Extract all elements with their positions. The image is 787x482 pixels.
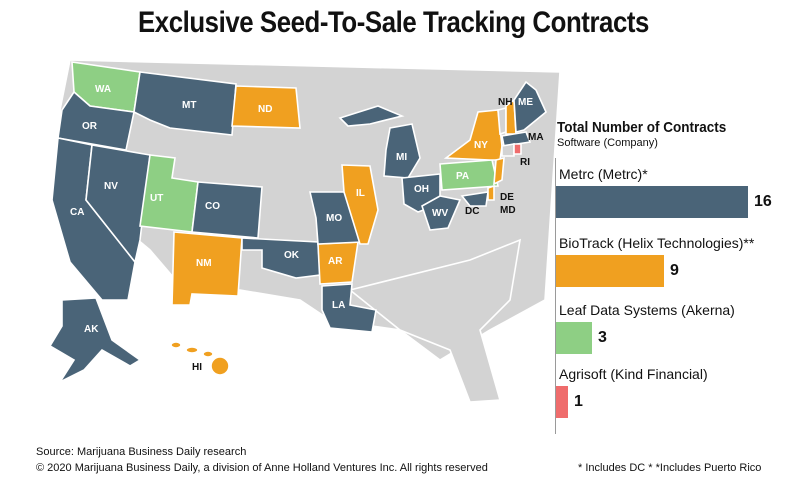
label-ma: MA <box>528 132 544 143</box>
category-label-2: Leaf Data Systems (Akerna) <box>559 302 735 318</box>
state-mt <box>133 71 237 136</box>
state-pa <box>439 159 499 191</box>
value-label-3: 1 <box>574 393 583 410</box>
label-me: ME <box>518 97 533 108</box>
state-nj <box>493 156 505 186</box>
label-wa: WA <box>95 84 111 95</box>
label-or: OR <box>82 121 98 132</box>
label-nm: NM <box>196 258 212 269</box>
label-mi: MI <box>396 152 407 163</box>
value-label-1: 9 <box>670 262 679 279</box>
state-hi-2 <box>185 346 199 354</box>
label-wv: WV <box>432 208 448 219</box>
label-ri: RI <box>520 157 530 168</box>
state-hi-3 <box>202 350 214 358</box>
state-md <box>460 191 489 207</box>
footnote: * Includes DC * *Includes Puerto Rico <box>578 462 762 474</box>
label-ca: CA <box>70 207 84 218</box>
label-de: DE <box>500 192 514 203</box>
label-ut: UT <box>150 193 163 204</box>
state-de <box>487 184 495 201</box>
label-hi: HI <box>192 362 202 373</box>
label-ny: NY <box>474 140 488 151</box>
label-ok: OK <box>284 250 300 261</box>
legend-subtitle: Software (Company) <box>557 137 658 149</box>
state-nv <box>85 144 151 264</box>
label-la: LA <box>332 300 345 311</box>
label-ak: AK <box>84 324 99 335</box>
bar-3 <box>556 386 568 418</box>
label-pa: PA <box>456 171 469 182</box>
bar-2 <box>556 322 592 354</box>
state-ct <box>501 143 515 157</box>
state-nd <box>231 85 301 129</box>
label-nd: ND <box>258 104 272 115</box>
state-la <box>321 283 377 333</box>
state-wv <box>421 195 462 231</box>
category-label-3: Agrisoft (Kind Financial) <box>559 366 708 382</box>
state-hi-4 <box>210 356 230 376</box>
source-note: Source: Marijuana Business Daily researc… <box>36 446 247 458</box>
category-label-0: Metrc (Metrc)* <box>559 166 648 182</box>
label-mt: MT <box>182 100 196 111</box>
state-vt <box>497 106 507 136</box>
map-land-southeast <box>348 238 522 403</box>
state-or <box>57 90 135 151</box>
bar-0 <box>556 186 748 218</box>
state-il <box>341 164 379 245</box>
label-ar: AR <box>328 256 343 267</box>
value-label-2: 3 <box>598 329 607 346</box>
copyright-note: © 2020 Marijuana Business Daily, a divis… <box>36 462 488 474</box>
bar-axis <box>555 158 556 434</box>
state-co <box>191 181 263 239</box>
state-ri <box>513 143 522 155</box>
label-il: IL <box>356 188 365 199</box>
label-oh: OH <box>414 184 429 195</box>
state-mi-upper <box>338 105 405 127</box>
state-hi-1 <box>170 341 182 349</box>
legend-title: Total Number of Contracts <box>557 119 727 136</box>
state-me <box>513 80 547 134</box>
value-label-0: 16 <box>754 193 772 210</box>
label-mo: MO <box>326 213 342 224</box>
bar-1 <box>556 255 664 287</box>
label-nh: NH <box>498 97 512 108</box>
label-dc: DC <box>465 206 479 217</box>
state-ak <box>48 297 142 385</box>
category-label-1: BioTrack (Helix Technologies)** <box>559 235 755 251</box>
label-md: MD <box>500 205 516 216</box>
page-title: Exclusive Seed-To-Sale Tracking Contract… <box>137 6 649 39</box>
state-ma <box>501 131 532 147</box>
label-nv: NV <box>104 181 118 192</box>
label-co: CO <box>205 201 220 212</box>
